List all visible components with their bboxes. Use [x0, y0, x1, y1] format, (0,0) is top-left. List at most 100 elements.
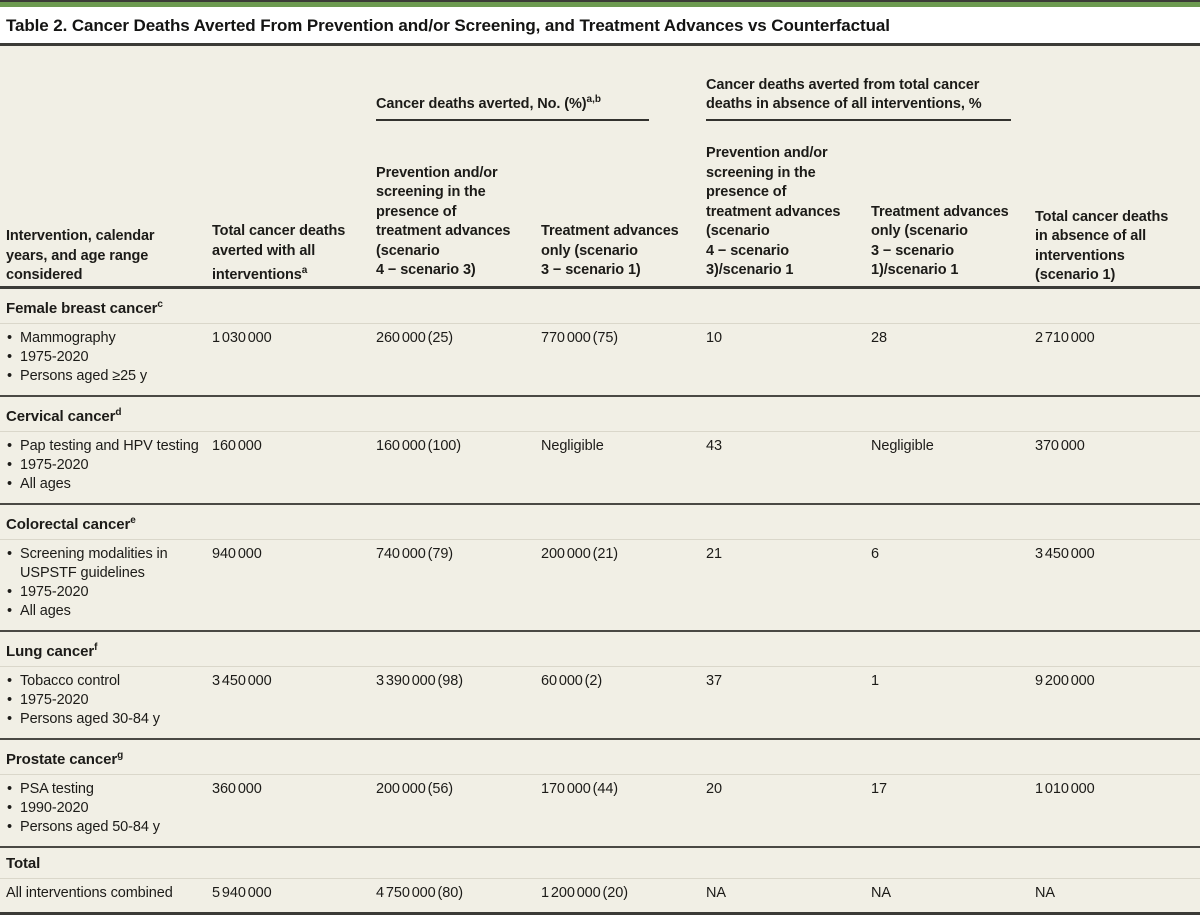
sub-header-row: Prevention and/or screening in the prese…: [0, 140, 1200, 287]
section-header-row: Female breast cancerc: [0, 287, 1200, 323]
section-heading-cell: Prostate cancerg: [0, 739, 1200, 775]
value-cell: NA: [1035, 884, 1055, 901]
bullet-item: Tobacco control: [6, 672, 200, 691]
bullet-item: 1975-2020: [6, 691, 200, 710]
bullet-item: Mammography: [6, 329, 200, 348]
intervention-cell: PSA testing 1990-2020 Persons aged 50-84…: [0, 774, 212, 847]
col-header-total-averted: Total cancer deaths averted with all int…: [212, 46, 376, 287]
value-cell: 200 000 (21): [541, 545, 619, 562]
value-cell: 9 200 000: [1035, 672, 1095, 689]
value-cell: 3 390 000 (98): [376, 672, 463, 689]
bullet-item: Persons aged 30-84 y: [6, 710, 200, 729]
value-cell: 1: [871, 672, 879, 689]
value-cell: 160 000 (100): [376, 437, 461, 454]
value-cell: 17: [871, 780, 887, 797]
table-row: All interventions combined 5 940 000 4 7…: [0, 878, 1200, 913]
table-row: Pap testing and HPV testing 1975-2020 Al…: [0, 431, 1200, 504]
section-header-row: Cervical cancerd: [0, 395, 1200, 432]
value-cell: 43: [706, 437, 722, 454]
value-cell: Negligible: [871, 437, 934, 454]
value-cell: 28: [871, 329, 887, 346]
value-cell: 3 450 000: [212, 672, 272, 689]
col-header-total-averted-text: Total cancer deaths averted with all int…: [212, 223, 346, 283]
group-header-averted-pct-underline: Cancer deaths averted from total cancer …: [706, 76, 1011, 121]
section-heading: Lung cancer: [6, 642, 95, 660]
col-header-treatment-no: Treatment advances only (scenario 3 − sc…: [541, 223, 679, 278]
section-header-row: Prostate cancerg: [0, 738, 1200, 775]
table-body: Female breast cancerc Mammography 1975-2…: [0, 287, 1200, 913]
value-cell: 260 000 (25): [376, 329, 454, 346]
table-row: PSA testing 1990-2020 Persons aged 50-84…: [0, 774, 1200, 847]
intervention-cell: Screening modalities in USPSTF guideline…: [0, 539, 212, 631]
footnote-superscript: g: [117, 749, 124, 761]
value-cell: 6: [871, 545, 879, 562]
intervention-bullet-list: Screening modalities in USPSTF guideline…: [6, 545, 200, 621]
top-rule: [0, 0, 1200, 2]
section-heading-cell: Cervical cancerd: [0, 396, 1200, 432]
value-cell: 4 750 000 (80): [376, 884, 463, 901]
value-cell: 21: [706, 545, 722, 562]
value-cell: 1 200 000 (20): [541, 884, 628, 901]
intervention-bullet-list: PSA testing 1990-2020 Persons aged 50-84…: [6, 780, 200, 837]
footnote-superscript: c: [157, 298, 163, 310]
cancer-deaths-averted-table: Intervention, calendar years, and age ra…: [0, 46, 1200, 915]
intervention-bullet-list: Mammography 1975-2020 Persons aged ≥25 y: [6, 329, 200, 386]
table-row: Screening modalities in USPSTF guideline…: [0, 539, 1200, 631]
section-header-row: Lung cancerf: [0, 630, 1200, 667]
footnote-superscript: f: [94, 641, 98, 653]
section-heading-cell: Lung cancerf: [0, 631, 1200, 667]
value-cell: 10: [706, 329, 722, 346]
col-header-prev-screen-no: Prevention and/or screening in the prese…: [376, 164, 511, 279]
bullet-item: 1975-2020: [6, 583, 200, 602]
value-cell: 360 000: [212, 780, 262, 797]
group-header-averted-no: Cancer deaths averted, No. (%)a,b: [376, 46, 706, 140]
bullet-item: All ages: [6, 475, 200, 494]
value-cell: 1 030 000: [212, 329, 272, 346]
value-cell: 5 940 000: [212, 884, 272, 901]
bullet-item: Persons aged ≥25 y: [6, 367, 200, 386]
section-heading-cell: Total: [0, 847, 1200, 879]
value-cell: NA: [871, 884, 891, 901]
bullet-item: Persons aged 50-84 y: [6, 818, 200, 837]
group-header-row: Intervention, calendar years, and age ra…: [0, 46, 1200, 284]
col-header-intervention: Intervention, calendar years, and age ra…: [6, 228, 155, 283]
intervention-bullet-list: Tobacco control 1975-2020 Persons aged 3…: [6, 672, 200, 729]
table-row: Mammography 1975-2020 Persons aged ≥25 y…: [0, 323, 1200, 396]
section-heading: Female breast cancer: [6, 299, 158, 317]
value-cell: Negligible: [541, 437, 604, 454]
bullet-item: All ages: [6, 602, 200, 621]
table-header: Intervention, calendar years, and age ra…: [0, 46, 1200, 287]
value-cell: 170 000 (44): [541, 780, 619, 797]
value-cell: 60 000 (2): [541, 672, 603, 689]
group-header-averted-no-underline: Cancer deaths averted, No. (%)a,b: [376, 90, 649, 121]
section-header-row: Total: [0, 846, 1200, 879]
value-cell: 20: [706, 780, 722, 797]
value-cell: 200 000 (56): [376, 780, 454, 797]
value-cell: 940 000: [212, 545, 262, 562]
value-cell: 160 000: [212, 437, 262, 454]
group-header-averted-pct: Cancer deaths averted from total cancer …: [706, 46, 1035, 140]
bullet-item: 1975-2020: [6, 348, 200, 367]
bullet-item: Screening modalities in USPSTF guideline…: [6, 545, 200, 583]
bullet-item: 1990-2020: [6, 799, 200, 818]
value-cell: 2 710 000: [1035, 329, 1095, 346]
table-row: Tobacco control 1975-2020 Persons aged 3…: [0, 666, 1200, 739]
table-title: Table 2. Cancer Deaths Averted From Prev…: [6, 16, 890, 35]
footnote-superscript: d: [115, 406, 122, 418]
value-cell: 3 450 000: [1035, 545, 1095, 562]
bullet-item: Pap testing and HPV testing: [6, 437, 200, 456]
group-header-averted-pct-text: Cancer deaths averted from total cancer …: [706, 76, 982, 113]
value-cell: 1 010 000: [1035, 780, 1095, 797]
col-header-total-absence: Total cancer deaths in absence of all in…: [1035, 208, 1169, 284]
section-heading: Total: [6, 854, 41, 872]
section-heading-cell: Colorectal cancere: [0, 504, 1200, 540]
intervention-cell: Pap testing and HPV testing 1975-2020 Al…: [0, 431, 212, 504]
intervention-cell: All interventions combined: [6, 884, 173, 901]
intervention-bullet-list: Pap testing and HPV testing 1975-2020 Al…: [6, 437, 200, 494]
footnote-superscript: e: [130, 514, 136, 526]
section-header-row: Colorectal cancere: [0, 503, 1200, 540]
intervention-cell: Mammography 1975-2020 Persons aged ≥25 y: [0, 323, 212, 396]
section-heading: Colorectal cancer: [6, 515, 131, 533]
col-header-treatment-pct: Treatment advances only (scenario 3 − sc…: [871, 203, 1009, 279]
value-cell: 37: [706, 672, 722, 689]
